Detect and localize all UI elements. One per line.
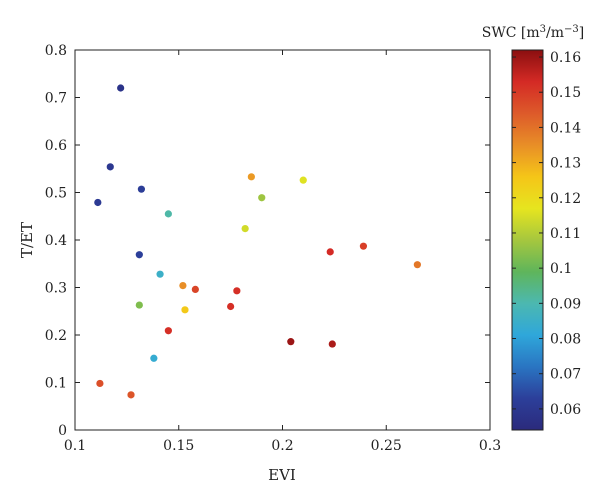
data-point [258,194,266,202]
data-point [181,306,189,314]
colorbar-tick-label: 0.1 [550,261,572,277]
y-tick-label: 0 [58,423,67,439]
data-point [135,301,143,309]
y-tick-label: 0.2 [45,328,67,344]
colorbar-tick-label: 0.08 [550,332,581,348]
data-point [326,248,334,256]
colorbar-gradient [511,49,544,431]
data-point [299,176,307,184]
data-point [94,198,102,207]
colorbar-tick-label: 0.14 [550,120,581,136]
data-point [164,327,172,335]
colorbar-tick-label: 0.07 [550,367,581,383]
data-point [164,210,172,218]
colorbar: 0.06 0.07 0.08 0.09 0.1 0.11 0.12 0.13 0.14 0.15 0… [482,24,584,431]
data-point [241,225,249,233]
colorbar-title: SWC [m3/m−3] [482,24,584,42]
y-tick-label: 0.1 [45,376,67,392]
colorbar-tick-label: 0.06 [550,402,581,418]
y-tick-label: 0.3 [45,281,67,297]
y-tick-label: 0.6 [45,138,67,154]
x-tick-label: 0.3 [479,438,501,454]
y-tick-label: 0.4 [45,233,67,249]
data-point [287,338,295,346]
data-point [191,285,199,293]
data-point [117,84,125,92]
data-point [106,163,114,171]
data-point [328,340,336,348]
colorbar-tick-label: 0.09 [550,296,581,312]
y-axis-label: T/ET [18,222,36,258]
colorbar-tick-label: 0.11 [550,226,581,242]
data-point [227,302,235,311]
colorbar-tick-label: 0.15 [550,85,581,101]
x-tick-label: 0.1 [64,438,86,454]
y-tick-label: 0.7 [45,91,67,107]
data-point [233,287,241,295]
plot-area [74,49,491,431]
x-axis-ticks: 0.1 0.15 0.2 0.25 0.3 [64,50,501,454]
x-tick-label: 0.25 [371,438,402,454]
colorbar-tick-label: 0.12 [550,191,581,207]
data-point [247,173,255,181]
data-point [96,379,104,388]
x-tick-label: 0.2 [271,438,293,454]
data-point [150,354,158,362]
y-tick-label: 0.5 [45,186,67,202]
y-tick-label: 0.8 [45,43,67,59]
data-point [137,185,145,193]
data-point [413,261,421,269]
data-points [94,84,421,399]
y-axis-ticks: 0 0.1 0.2 0.3 0.4 0.5 0.6 0.7 0.8 [45,43,490,439]
data-point [179,282,187,290]
data-point [135,251,143,259]
colorbar-tick-label: 0.13 [550,156,581,172]
colorbar-tick-label: 0.16 [550,50,581,66]
data-point [127,391,135,399]
x-tick-label: 0.15 [163,438,194,454]
data-point [156,270,164,278]
data-point [359,242,368,250]
plot-frame [74,49,491,431]
x-axis-label: EVI [268,466,296,484]
colorbar-ticks: 0.06 0.07 0.08 0.09 0.1 0.11 0.12 0.13 0.14 0.15 0… [512,50,581,418]
